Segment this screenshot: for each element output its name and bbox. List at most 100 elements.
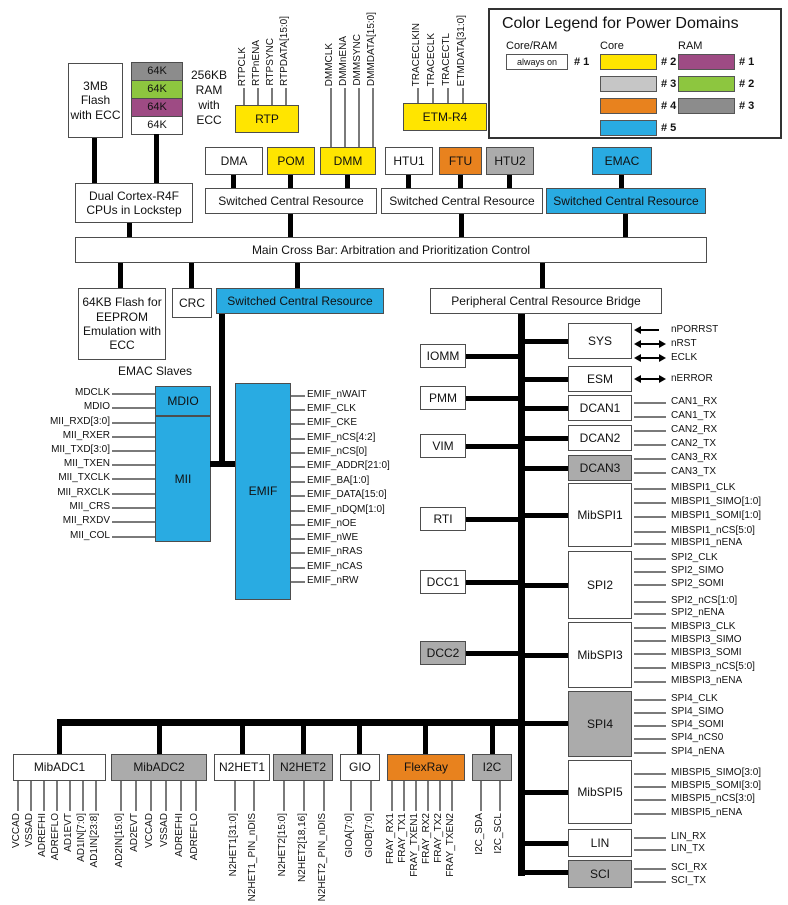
legend-core-orange-swatch [600, 98, 657, 114]
mibspi3-signal-label: MIBSPI3_CLK [671, 621, 736, 632]
mibspi1-signal-label: MIBSPI1_nENA [671, 537, 743, 548]
signal-line [634, 516, 666, 518]
signal-line [634, 837, 666, 839]
signal-line [634, 799, 666, 801]
signal-line [634, 430, 666, 432]
arrow-left-icon [634, 326, 641, 334]
legend-header-ram: RAM [678, 40, 703, 52]
mibadc2-signal-label: VCCAD [144, 813, 155, 849]
emac-signal-label: MII_TXCLK [58, 472, 110, 483]
connector [619, 175, 624, 188]
n2het2-box: N2HET2 [273, 754, 333, 781]
signal-line [634, 402, 666, 404]
mibadc1-signal-label: ADREFHI [37, 813, 48, 857]
emac-signal-label: MDIO [83, 401, 110, 412]
legend-ram-gray-num: # 3 [739, 100, 755, 112]
ram-64k-block-4: 64K [131, 116, 183, 135]
i2c-box: I2C [472, 754, 512, 781]
lin-signal-label: LIN_RX [671, 831, 707, 842]
connector [357, 726, 362, 754]
signal-line [291, 481, 305, 483]
stub [525, 339, 568, 344]
spi4-box: SPI4 [568, 691, 632, 757]
signal-line [291, 466, 305, 468]
flash-3mb-box: 3MB Flash with ECC [68, 63, 123, 138]
gio-box: GIO [340, 754, 380, 781]
emif-signal-label: EMIF_ADDR[21:0] [307, 460, 390, 471]
etm-signal-label: TRACECTL [441, 33, 452, 86]
dcan1-box: DCAN1 [568, 395, 632, 421]
mibadc2-signal-label: ADREFHI [174, 813, 185, 857]
stub [525, 436, 568, 441]
mibspi1-signal-label: MIBSPI1_SOMI[1:0] [671, 510, 762, 521]
rtp-signal-label: RTPnENA [251, 40, 262, 86]
signal-line [112, 393, 155, 395]
arrow-right-icon [659, 354, 666, 362]
connector [288, 175, 293, 188]
dcan3-box: DCAN3 [568, 455, 632, 481]
signal-line [112, 507, 155, 509]
signal-line [415, 781, 417, 811]
signal-line [634, 458, 666, 460]
connector [507, 175, 512, 188]
signal-line [641, 357, 659, 359]
arrow-left-icon [634, 340, 641, 348]
emif-signal-label: EMIF_CKE [307, 417, 358, 428]
mibadc1-signal-label: AD1EVT [63, 813, 74, 852]
stub [466, 580, 518, 585]
emif-signal-label: EMIF_nOE [307, 518, 357, 529]
emif-signal-label: EMIF_nWE [307, 532, 359, 543]
signal-line [634, 584, 666, 586]
stub [525, 870, 568, 875]
signal-line [112, 536, 155, 538]
signal-line [253, 781, 255, 811]
mibspi3-signal-label: MIBSPI3_SOMI [671, 647, 742, 658]
sci-box: SCI [568, 860, 632, 888]
vim-box: VIM [420, 434, 466, 458]
stub [525, 653, 568, 658]
sys-signal-label: ECLK [671, 352, 698, 363]
etm-signal-label: ETMDATA[31:0] [456, 14, 467, 86]
legend-core-blue-swatch [600, 120, 657, 136]
flexray-signal-label: FRAY_TXEN1 [409, 813, 420, 877]
signal-line [350, 781, 352, 811]
stub [466, 396, 518, 401]
mibspi5-box: MibSPI5 [568, 760, 632, 824]
emac-signal-label: MII_TXEN [63, 458, 110, 469]
legend-header-core: Core [600, 40, 624, 52]
connector [189, 263, 194, 288]
signal-line [112, 450, 155, 452]
signal-line [634, 444, 666, 446]
dcc2-box: DCC2 [420, 641, 466, 665]
dcan2-signal-label: CAN2_RX [671, 424, 718, 435]
dcan2-box: DCAN2 [568, 425, 632, 451]
ram-cpu-connector [154, 134, 159, 183]
emac-signal-label: MDCLK [74, 387, 110, 398]
legend-core-orange-num: # 4 [661, 100, 677, 112]
etm-signal-label: TRACECLK [426, 32, 437, 86]
legend-ram-purple-swatch [678, 54, 735, 70]
iomm-box: IOMM [420, 344, 466, 368]
emif-signal-label: EMIF_nWAIT [307, 389, 367, 400]
dcan1-signal-label: CAN1_RX [671, 396, 718, 407]
connector [458, 175, 463, 188]
dmm-signal-label: DMMnENA [338, 35, 349, 86]
signal-line [634, 627, 666, 629]
signal-line [641, 329, 659, 331]
dmm-signal-label: DMMCLK [324, 42, 335, 86]
signal-line [634, 667, 666, 669]
lin-box: LIN [568, 829, 632, 857]
signal-line [291, 552, 305, 554]
mibadc1-signal-label: AD1IN[23:8] [89, 813, 100, 868]
signal-line [432, 88, 434, 103]
stub [525, 583, 568, 588]
legend-ram-gray-swatch [678, 98, 735, 114]
pmm-box: PMM [420, 386, 466, 410]
rti-box: RTI [420, 507, 466, 531]
signal-line [291, 395, 305, 397]
signal-line [303, 781, 305, 811]
mibadc2-signal-label: AD2EVT [129, 813, 140, 852]
ram-64k-block-3: 64K [131, 98, 183, 117]
signal-line [499, 781, 501, 811]
